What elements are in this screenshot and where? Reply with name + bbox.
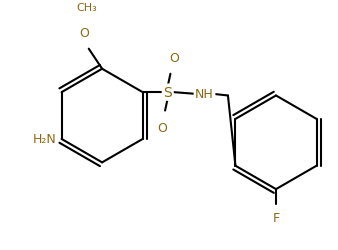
Text: S: S bbox=[163, 86, 172, 100]
Text: NH: NH bbox=[195, 88, 214, 101]
Text: O: O bbox=[169, 52, 179, 64]
Text: F: F bbox=[272, 211, 280, 224]
Text: CH₃: CH₃ bbox=[77, 3, 97, 13]
Text: O: O bbox=[157, 121, 167, 134]
Text: H₂N: H₂N bbox=[33, 133, 56, 146]
Text: O: O bbox=[79, 26, 89, 40]
